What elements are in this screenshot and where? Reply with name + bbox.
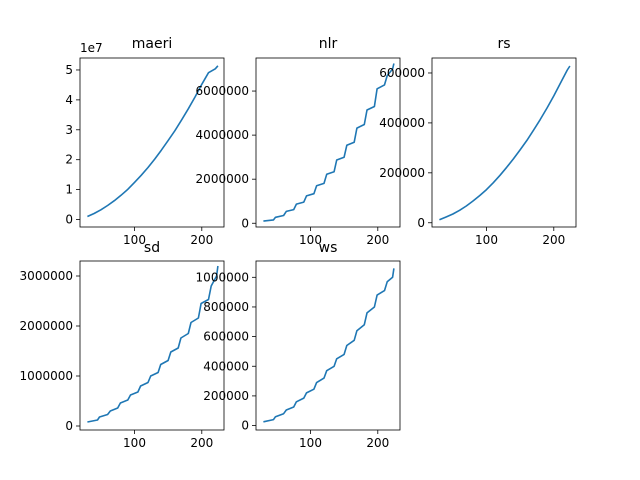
- panel-sd: sd 100 200 0 1000000 2000000 3000000: [20, 240, 225, 450]
- y-tick-label: 1000000: [196, 270, 249, 284]
- y-tick-label: 5: [65, 63, 73, 77]
- y-tick-label: 3: [65, 123, 73, 137]
- y-tick-label: 600000: [203, 330, 249, 344]
- y-tick-label: 3000000: [20, 269, 73, 283]
- y-tick-label: 4: [65, 93, 73, 107]
- y-tick-label: 600000: [379, 66, 425, 80]
- y-tick-label: 0: [417, 216, 425, 230]
- series-line: [87, 265, 219, 423]
- panel-title: sd: [144, 240, 160, 256]
- x-tick-label: 100: [475, 233, 498, 247]
- axes-frame: [255, 260, 401, 431]
- panel-nlr: nlr 100 200 0 2000000 4000000 6000000: [196, 36, 401, 247]
- y-tick-label: 1000000: [20, 369, 73, 383]
- panel-maeri: maeri 100 200 0 1 2 3 4 5 1e7: [65, 36, 225, 247]
- axes-frame: [255, 57, 401, 228]
- series-line: [87, 65, 219, 218]
- x-tick-label: 200: [190, 233, 213, 247]
- axes-frame: [431, 57, 577, 228]
- x-tick-label: 200: [542, 233, 565, 247]
- x-tick-label: 200: [366, 233, 389, 247]
- panel-ws: ws 100 200 0 200000 400000 600000 800000 100000…: [196, 240, 401, 450]
- y-tick-label: 0: [241, 216, 249, 230]
- x-tick-label: 200: [366, 436, 389, 450]
- series-line: [439, 65, 571, 221]
- y-tick-label: 200000: [379, 166, 425, 180]
- y-tick-label: 4000000: [196, 128, 249, 142]
- panel-title: nlr: [319, 36, 338, 52]
- y-offset-label: 1e7: [80, 41, 103, 55]
- axes-frame: [79, 57, 225, 228]
- y-tick-label: 0: [241, 419, 249, 433]
- y-tick-label: 1: [65, 183, 73, 197]
- x-tick-label: 100: [123, 233, 146, 247]
- y-tick-label: 200000: [203, 389, 249, 403]
- y-tick-label: 2000000: [20, 319, 73, 333]
- axes-frame: [79, 260, 225, 431]
- x-tick-label: 100: [123, 436, 146, 450]
- y-tick-label: 0: [65, 419, 73, 433]
- panel-title: maeri: [132, 36, 172, 52]
- y-tick-label: 400000: [379, 116, 425, 130]
- y-tick-label: 400000: [203, 359, 249, 373]
- panel-title: rs: [497, 36, 510, 52]
- series-line: [263, 63, 395, 222]
- x-tick-label: 200: [190, 436, 213, 450]
- y-tick-label: 6000000: [196, 84, 249, 98]
- x-tick-label: 100: [299, 233, 322, 247]
- panel-title: ws: [319, 240, 338, 256]
- series-line: [263, 268, 395, 423]
- y-tick-label: 0: [65, 213, 73, 227]
- panel-rs: rs 100 200 0 200000 400000 600000: [379, 36, 577, 247]
- x-tick-label: 100: [299, 436, 322, 450]
- y-tick-label: 800000: [203, 300, 249, 314]
- y-tick-label: 2000000: [196, 172, 249, 186]
- y-tick-label: 2: [65, 153, 73, 167]
